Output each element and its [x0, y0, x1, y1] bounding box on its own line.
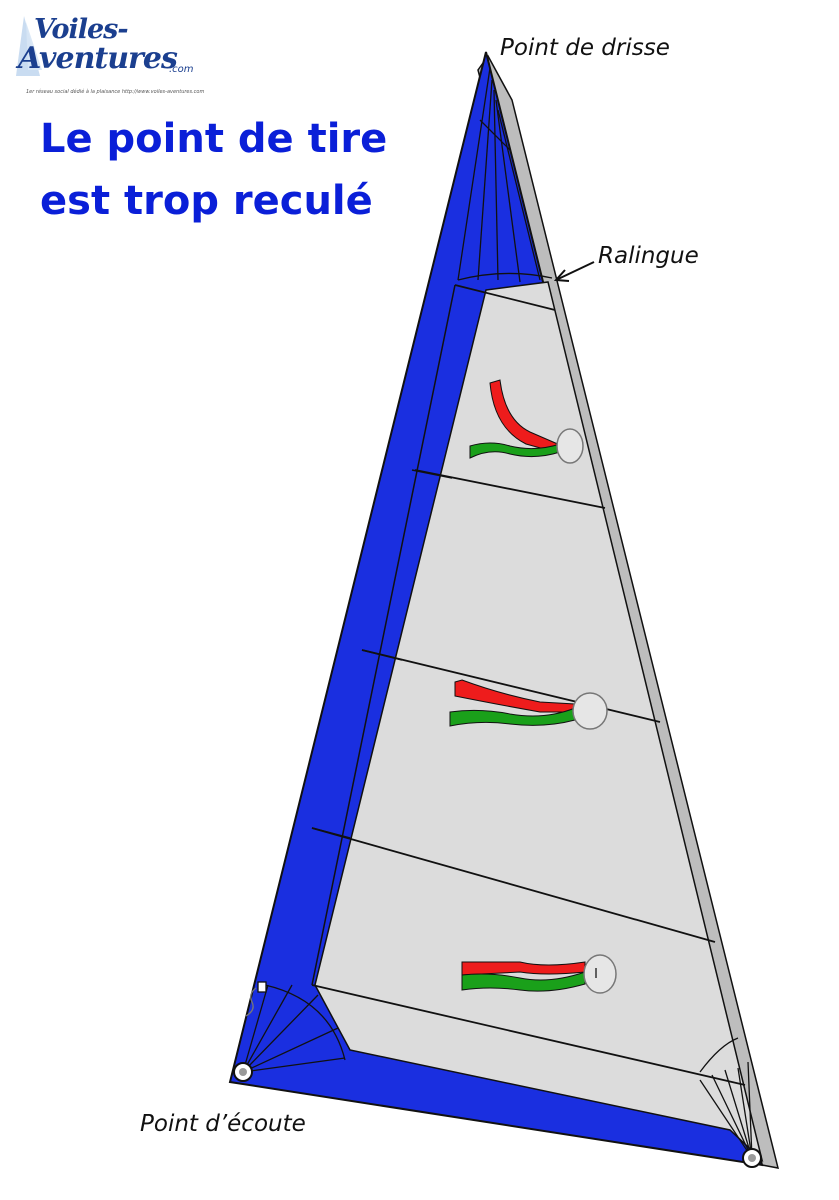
label-halyard-point: Point de drisse: [500, 35, 670, 61]
logo-text-top: Voiles-: [34, 14, 129, 45]
luff-pointer: [553, 261, 595, 282]
logo-suffix: .com: [169, 64, 194, 75]
title-line-2: est trop reculé: [40, 178, 373, 224]
sail-icon: [16, 16, 42, 76]
logo: Voiles- Aventures .com 1er réseau social…: [6, 8, 206, 98]
clew-patch: [242, 981, 346, 1073]
logo-text-bottom: Aventures: [18, 41, 178, 76]
title-line-1: Le point de tire: [40, 116, 388, 162]
page-title: Le point de tire est trop reculé: [40, 108, 440, 232]
tack-patch: [699, 1037, 753, 1159]
label-clew-point: Point d’écoute: [140, 1111, 306, 1137]
telltale-icon: [469, 379, 584, 464]
label-luff: Ralingue: [598, 243, 699, 269]
telltale-icon: [449, 679, 608, 730]
leech-lines: [311, 284, 456, 986]
telltale-icon: [461, 954, 617, 994]
logo-tagline: 1er réseau social dédié à la plaisance h…: [26, 89, 205, 95]
head-patch: [457, 67, 553, 283]
